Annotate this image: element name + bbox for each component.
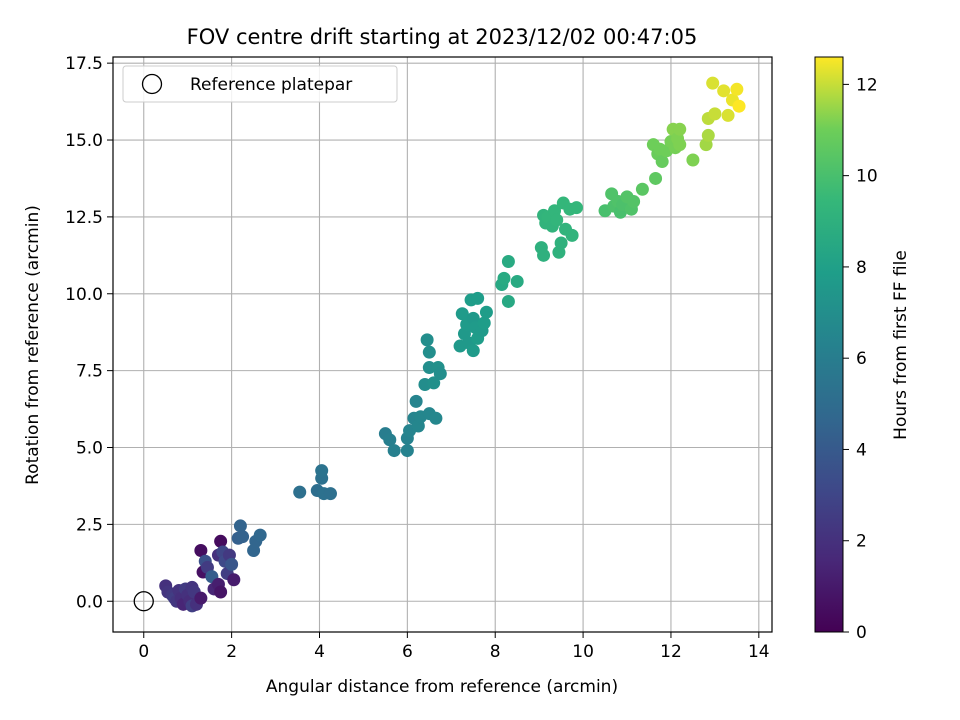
grid-lines	[113, 57, 772, 632]
data-point	[429, 411, 443, 425]
legend-marker-icon	[141, 73, 163, 95]
y-tick-label: 5.0	[76, 439, 103, 459]
data-point	[554, 236, 568, 250]
data-point	[479, 305, 493, 319]
data-point	[427, 376, 441, 390]
x-tick-label: 0	[138, 642, 149, 662]
colorbar-tick-label: 4	[856, 440, 867, 460]
colorbar-tick-label: 6	[856, 349, 867, 369]
colorbar-ticks: 0 2 4 6 8 10 12	[843, 75, 878, 643]
plot-frame	[112, 56, 773, 633]
data-point	[214, 585, 228, 599]
data-point	[730, 82, 744, 96]
chart-title: FOV centre drift starting at 2023/12/02 …	[187, 25, 698, 49]
data-point	[497, 271, 511, 285]
data-point	[721, 108, 735, 122]
data-point	[471, 291, 485, 305]
data-point	[323, 487, 337, 501]
x-tick-label: 10	[572, 642, 594, 662]
x-tick-label: 8	[490, 642, 501, 662]
data-point	[214, 534, 228, 548]
data-point	[225, 557, 239, 571]
colorbar-tick-label: 2	[856, 532, 867, 552]
data-point	[501, 294, 515, 308]
data-point	[537, 248, 551, 262]
data-point	[293, 485, 307, 499]
y-axis-label: Rotation from reference (arcmin)	[23, 205, 43, 485]
colorbar-tick-label: 0	[856, 623, 867, 643]
data-point	[194, 544, 208, 558]
reference-marker-group	[133, 591, 154, 612]
data-point	[400, 444, 414, 458]
data-point	[501, 254, 515, 268]
y-tick-label: 12.5	[65, 208, 103, 228]
x-axis-ticks: 0 2 4 6 8 10 12 14	[138, 632, 770, 662]
data-point	[732, 99, 746, 113]
data-points	[159, 76, 746, 613]
data-point	[565, 228, 579, 242]
y-axis-ticks: 0.0 2.5 5.0 7.5 10.0 12.5 15.0 17.5	[65, 54, 113, 612]
data-point	[717, 84, 731, 98]
data-point	[236, 530, 250, 544]
y-tick-label: 7.5	[76, 362, 103, 382]
data-point	[706, 76, 720, 90]
colorbar-label: Hours from first FF file	[891, 250, 911, 440]
data-point	[635, 182, 649, 196]
colorbar-tick-label: 12	[856, 75, 878, 95]
colorbar-tick-label: 10	[856, 167, 878, 187]
colorbar-tick-label: 8	[856, 258, 867, 278]
data-point	[708, 107, 722, 121]
data-point	[510, 274, 524, 288]
data-point	[569, 201, 583, 215]
data-point	[422, 345, 436, 359]
data-point	[194, 591, 208, 605]
data-point	[420, 333, 434, 347]
y-tick-label: 2.5	[76, 515, 103, 535]
legend: Reference platepar	[122, 65, 398, 103]
data-point	[627, 195, 641, 209]
data-point	[253, 528, 267, 542]
legend-box	[122, 65, 398, 103]
data-point	[387, 444, 401, 458]
reference-platepar-marker	[133, 591, 154, 612]
data-point	[673, 138, 687, 152]
x-tick-label: 12	[660, 642, 682, 662]
data-point	[649, 171, 663, 185]
x-tick-label: 2	[226, 642, 237, 662]
data-point	[383, 433, 397, 447]
data-point	[550, 213, 564, 227]
y-tick-label: 17.5	[65, 54, 103, 74]
data-point	[409, 394, 423, 408]
data-point	[233, 519, 247, 533]
colorbar	[814, 56, 844, 633]
y-tick-label: 0.0	[76, 592, 103, 612]
data-point	[227, 573, 241, 587]
data-point	[673, 122, 687, 136]
x-tick-label: 6	[402, 642, 413, 662]
data-point	[455, 307, 469, 321]
data-point	[686, 153, 700, 167]
data-point	[655, 155, 669, 169]
x-axis-label: Angular distance from reference (arcmin)	[266, 677, 618, 697]
y-tick-label: 15.0	[65, 131, 103, 151]
data-point	[466, 344, 480, 358]
x-tick-label: 4	[314, 642, 325, 662]
data-point	[315, 464, 329, 478]
data-point	[433, 367, 447, 381]
legend-label: Reference platepar	[190, 75, 352, 95]
data-point	[701, 128, 715, 142]
data-point	[477, 316, 491, 330]
y-tick-label: 10.0	[65, 285, 103, 305]
x-tick-label: 14	[748, 642, 770, 662]
